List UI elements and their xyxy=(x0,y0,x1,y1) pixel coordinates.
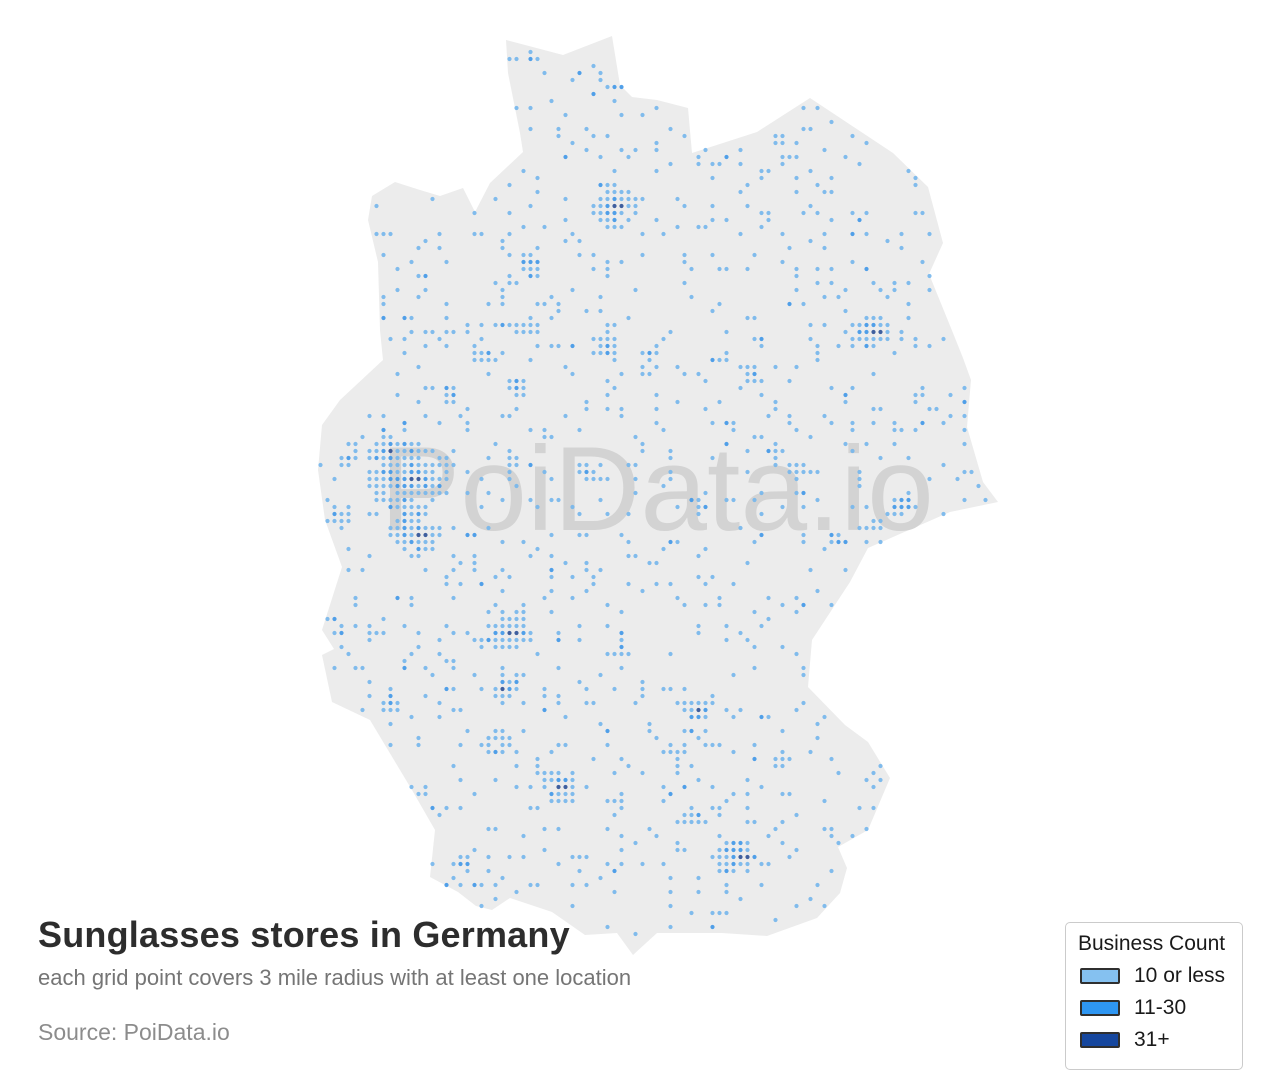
legend-label-low: 10 or less xyxy=(1134,964,1226,987)
legend-swatch-high xyxy=(1080,1032,1120,1048)
page-subtitle: each grid point covers 3 mile radius wit… xyxy=(38,965,632,990)
page-title: Sunglasses stores in Germany xyxy=(38,914,570,955)
source-note: Source: PoiData.io xyxy=(38,1019,230,1045)
legend-swatch-low xyxy=(1080,968,1120,984)
germany-outline-shape xyxy=(318,36,998,955)
title-block: Sunglasses stores in Germany each grid p… xyxy=(38,914,631,991)
legend-label-mid: 11-30 xyxy=(1134,996,1187,1019)
legend: Business Count 10 or less 11-30 31+ xyxy=(1065,922,1243,1070)
legend-swatch-mid xyxy=(1080,1000,1120,1016)
store-density-dots xyxy=(318,49,988,937)
legend-item-high: 31+ xyxy=(1080,1028,1230,1052)
legend-label-high: 31+ xyxy=(1134,1028,1170,1051)
legend-item-mid: 11-30 xyxy=(1080,996,1230,1020)
legend-item-low: 10 or less xyxy=(1080,964,1230,988)
watermark: PoiData.io xyxy=(380,422,934,556)
legend-title: Business Count xyxy=(1078,932,1226,955)
